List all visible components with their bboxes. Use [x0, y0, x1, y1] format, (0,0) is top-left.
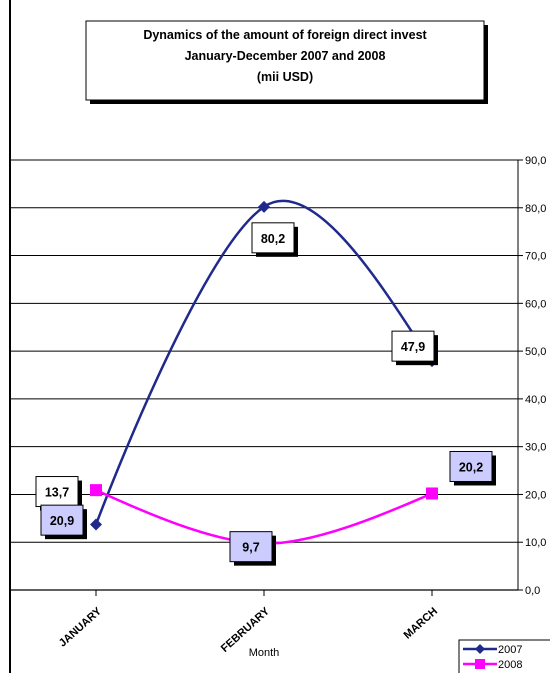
- x-tick-label: MARCH: [402, 605, 440, 641]
- data-point-2007: [258, 200, 270, 213]
- data-label-box: [449, 450, 493, 482]
- legend-label-2008: 2008: [498, 659, 522, 671]
- data-point-2008: [426, 487, 438, 500]
- y-tick-label: 90,0: [525, 155, 546, 167]
- data-point-2008: [90, 484, 102, 497]
- y-tick-label: 80,0: [525, 203, 546, 215]
- chart-title-line-2: January-December 2007 and 2008: [185, 49, 386, 63]
- data-label: 20,2: [459, 460, 483, 474]
- y-tick-label: 10,0: [525, 537, 546, 549]
- data-point-2007: [90, 518, 102, 531]
- y-tick-label: 60,0: [525, 298, 546, 310]
- chart-title-line-3: (mii USD): [257, 70, 313, 84]
- data-label: 13,7: [45, 486, 69, 500]
- label-layer: 13,7 80,2 47,9 20,9 9,7 20,2: [35, 222, 496, 566]
- data-label-box: [40, 504, 84, 536]
- data-label-box: [229, 531, 273, 563]
- data-label: 9,7: [242, 541, 259, 555]
- y-tick-label: 40,0: [525, 394, 546, 406]
- legend-box: [458, 639, 550, 675]
- data-label-box: [35, 476, 79, 508]
- y-tick-label: 20,0: [525, 489, 546, 501]
- data-label-box: [391, 330, 435, 362]
- data-label: 20,9: [50, 514, 74, 528]
- legend-label-2007: 2007: [498, 644, 522, 656]
- y-tick-label: 70,0: [525, 251, 546, 263]
- chart-title-line-1: Dynamics of the amount of foreign direct…: [143, 28, 427, 42]
- data-label: 80,2: [261, 232, 285, 246]
- title-box-frame: [85, 20, 485, 101]
- y-tick-label: 50,0: [525, 346, 546, 358]
- title-box: Dynamics of the amount of foreign direct…: [85, 20, 488, 104]
- legend-marker-2008: [475, 659, 485, 669]
- x-tick-label: JANUARY: [57, 605, 105, 650]
- y-tick-label: 30,0: [525, 442, 546, 454]
- data-label-box: [251, 222, 295, 254]
- y-tick-label: 0,0: [525, 585, 540, 597]
- legend: 2007 2008: [458, 639, 550, 675]
- legend-marker-2007: [475, 644, 485, 654]
- x-axis-label: Month: [249, 647, 280, 659]
- data-label: 47,9: [401, 340, 425, 354]
